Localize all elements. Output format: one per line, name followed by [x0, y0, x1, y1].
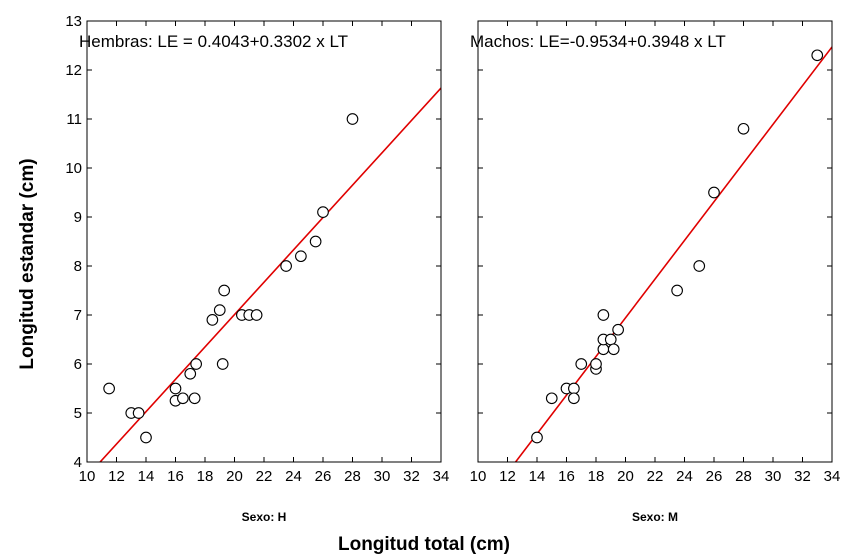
data-point: [568, 382, 580, 395]
x-tick-label: 10: [79, 468, 96, 485]
x-axis-label: Longitud total (cm): [338, 534, 510, 555]
data-point: [612, 323, 624, 336]
x-tick-label: 14: [529, 468, 546, 485]
data-point: [597, 343, 610, 356]
x-tick-label: 12: [499, 468, 516, 485]
data-point: [737, 122, 750, 135]
data-point: [604, 333, 617, 346]
data-point: [568, 392, 580, 405]
y-tick-label: 5: [74, 405, 82, 422]
data-point: [531, 431, 543, 444]
x-tick-label: 26: [315, 468, 332, 485]
x-tick-label: 32: [794, 468, 811, 485]
x-tick-label: 16: [167, 468, 184, 485]
data-point: [190, 358, 202, 370]
x-tick-label: 14: [138, 468, 155, 485]
regression-line: [99, 87, 441, 462]
data-point: [708, 186, 720, 199]
data-point: [309, 235, 322, 248]
data-point: [575, 358, 588, 370]
y-tick-label: 12: [65, 62, 82, 79]
panels-layer: 4 5 6 7 8 9 10 11 12 13 10 12 14 16 18 20 22 24 26 28 30 32 34…: [65, 13, 840, 524]
x-tick-label: 22: [256, 468, 273, 485]
y-tick-label: 11: [66, 111, 82, 128]
data-point: [295, 250, 307, 263]
data-point: [103, 382, 115, 395]
panel-label: Sexo: M: [632, 510, 678, 524]
data-point: [140, 431, 152, 444]
data-point: [218, 284, 231, 297]
x-tick-label: 24: [676, 468, 693, 485]
panel-1: 4 5 6 7 8 9 10 11 12 13 10 12 14 16 18 20 22 24 26 28 30 32 34…: [65, 13, 449, 524]
x-tick-label: 34: [824, 468, 841, 485]
data-point: [280, 260, 292, 272]
data-point: [206, 314, 219, 326]
data-point: [597, 309, 610, 321]
equation-label: Machos: LE=-0.9534+0.3948 x LT: [470, 32, 726, 51]
x-tick-label: 18: [197, 468, 214, 485]
data-point: [607, 343, 620, 356]
plot-frame: [477, 20, 833, 463]
panel-2: 10 12 14 16 18 20 22 24 26 28 30 32 34 Machos: LE=-0.…: [470, 20, 841, 524]
data-point: [811, 49, 824, 62]
x-tick-label: 30: [765, 468, 782, 485]
x-tick-label: 10: [470, 468, 487, 485]
x-tick-label: 12: [108, 468, 125, 485]
x-tick-label: 16: [558, 468, 575, 485]
data-point: [213, 304, 226, 316]
data-point: [671, 284, 683, 297]
data-point: [216, 358, 229, 370]
data-point: [169, 382, 182, 395]
data-point: [132, 407, 145, 419]
x-tick-label: 30: [374, 468, 391, 485]
data-point: [545, 392, 558, 405]
plot-frame: [86, 20, 442, 463]
y-tick-label: 9: [74, 209, 82, 226]
y-tick-label: 4: [74, 454, 82, 471]
x-tick-label: 32: [403, 468, 420, 485]
panel-label: Sexo: H: [242, 510, 287, 524]
x-tick-label: 34: [433, 468, 450, 485]
data-point: [184, 367, 197, 380]
equation-label: Hembras: LE = 0.4043+0.3302 x LT: [79, 32, 348, 51]
x-tick-label: 24: [285, 468, 302, 485]
data-point: [590, 358, 602, 370]
data-point: [177, 392, 189, 405]
data-point: [693, 260, 706, 272]
y-tick-label: 8: [74, 258, 82, 275]
data-point: [188, 392, 201, 405]
y-tick-label: 10: [65, 160, 82, 177]
y-tick-label: 7: [74, 307, 82, 324]
x-tick-label: 28: [735, 468, 752, 485]
y-tick-label: 6: [74, 356, 82, 373]
x-tick-label: 26: [706, 468, 723, 485]
x-tick-label: 22: [647, 468, 664, 485]
x-tick-label: 20: [617, 468, 634, 485]
y-axis-label: Longitud estandar (cm): [17, 158, 38, 369]
x-tick-label: 18: [588, 468, 605, 485]
data-point: [317, 206, 329, 218]
regression-line: [514, 46, 832, 462]
x-tick-label: 20: [226, 468, 243, 485]
data-point: [250, 309, 263, 321]
x-tick-label: 28: [344, 468, 361, 485]
data-point: [346, 113, 359, 125]
y-tick-label: 13: [65, 13, 82, 30]
